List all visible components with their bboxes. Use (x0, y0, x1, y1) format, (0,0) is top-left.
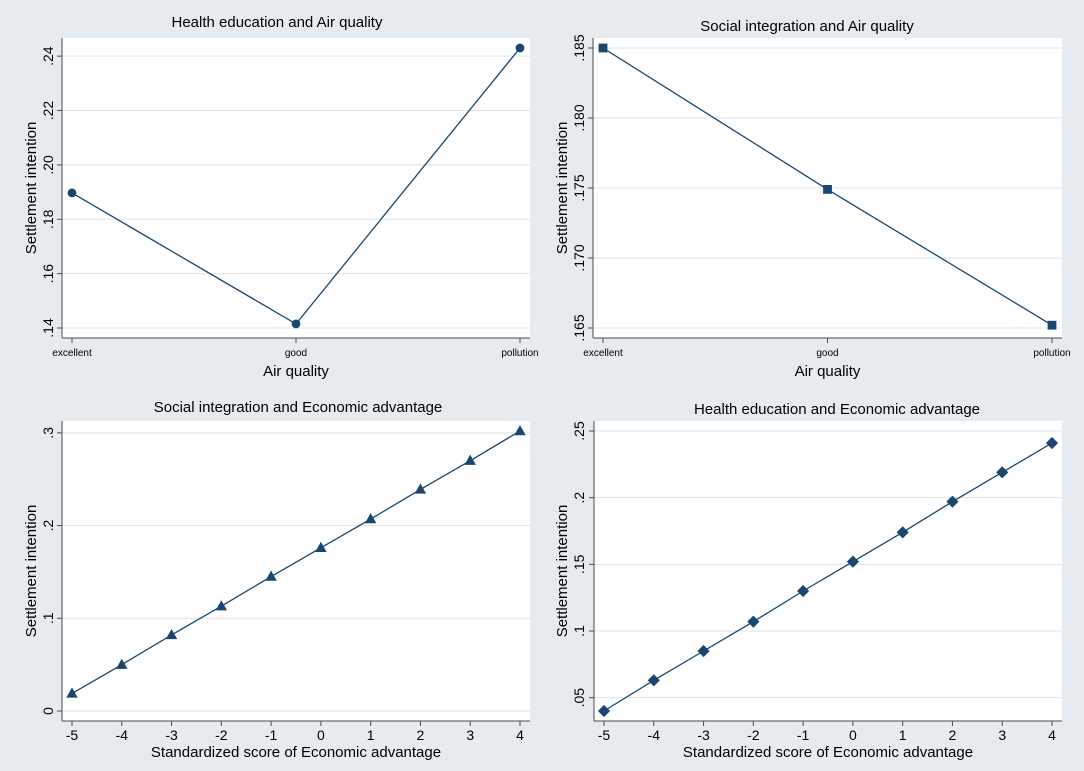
y-tick-label: .14 (40, 318, 56, 338)
x-tick-label: pollution (501, 348, 538, 359)
x-tick-label: 1 (367, 727, 375, 743)
y-axis-title: Settlement intention (23, 122, 40, 255)
y-axis-title: Settlement intention (554, 505, 571, 638)
data-point (747, 615, 760, 628)
y-tick-label: .175 (571, 174, 587, 201)
x-axis-title: Air quality (263, 363, 329, 380)
x-tick-label: -2 (215, 727, 228, 743)
chart-panel: .165 .170 .175 .180 .185 excellent good polluti… (554, 18, 1071, 380)
series-line (603, 442, 1053, 712)
x-tick-label: -2 (747, 727, 760, 743)
x-axis-title: Standardized score of Economic advantage (683, 744, 973, 761)
y-tick-label: .2 (40, 520, 56, 532)
data-point (116, 658, 128, 669)
x-tick-label: 4 (1048, 727, 1056, 743)
y-tick-label: .20 (40, 155, 56, 175)
x-tick-label: pollution (1033, 348, 1070, 359)
y-tick-label: .1 (40, 612, 56, 624)
y-tick-label: .170 (571, 244, 587, 271)
x-tick-label: -3 (697, 727, 710, 743)
data-point (315, 541, 327, 553)
data-point (846, 555, 859, 568)
data-point (597, 704, 611, 718)
chart-title: Social integration and Economic advantag… (154, 399, 443, 416)
data-point (1047, 320, 1057, 330)
y-tick-label: .2 (571, 492, 587, 504)
data-point (215, 600, 228, 611)
chart-panel: .05 .1 .15 .2 .25 -5 -4 -3 -2 -1 0 1 2 3 4 Health educa… (554, 401, 1062, 761)
data-point (598, 43, 608, 53)
y-tick-label: .165 (571, 314, 587, 341)
data-point (514, 424, 526, 436)
y-axis-title: Settlement intention (554, 122, 571, 255)
y-tick-label: 0 (40, 707, 56, 715)
y-axis-title: Settlement intention (23, 505, 40, 638)
x-tick-label: 1 (899, 727, 907, 743)
chart-title: Health education and Air quality (172, 14, 383, 31)
x-tick-label: good (285, 348, 307, 359)
y-tick-label: .18 (40, 209, 56, 229)
y-tick-label: .180 (571, 104, 587, 131)
data-point (291, 319, 301, 329)
data-point (823, 184, 832, 194)
y-tick-label: .1 (571, 625, 587, 637)
data-point (265, 570, 277, 581)
x-tick-label: 0 (849, 727, 857, 743)
chart-panel: .14 .16 .18 .20 .22 .24 excellent good pollution… (23, 14, 539, 380)
data-point (996, 466, 1009, 479)
x-tick-label: 3 (466, 727, 474, 743)
x-tick-label: -1 (265, 727, 278, 743)
data-point (414, 483, 427, 494)
series-line (71, 430, 521, 694)
x-tick-label: -4 (116, 727, 129, 743)
data-point (364, 513, 377, 524)
plot-area (62, 38, 530, 338)
y-tick-label: .15 (571, 554, 587, 574)
x-tick-label: 4 (516, 727, 524, 743)
x-tick-label: excellent (583, 348, 623, 359)
y-tick-label: .25 (571, 421, 587, 441)
data-point (697, 644, 710, 658)
x-tick-label: good (816, 348, 838, 359)
x-tick-label: excellent (52, 348, 92, 359)
chart-panel: 0 .1 .2 .3 -5 -4 -3 -2 -1 0 1 2 3 4 Social integration… (23, 399, 530, 761)
y-tick-label: .05 (571, 688, 587, 708)
x-tick-label: 3 (998, 727, 1006, 743)
y-tick-label: .16 (40, 264, 56, 284)
x-tick-label: -3 (165, 727, 178, 743)
data-point (515, 43, 525, 53)
x-tick-label: -4 (648, 727, 661, 743)
data-point (66, 687, 78, 698)
x-axis-title: Air quality (795, 363, 861, 380)
x-tick-label: 2 (949, 727, 957, 743)
y-tick-label: .22 (40, 101, 56, 121)
data-point (896, 526, 909, 539)
data-point (464, 454, 476, 465)
y-tick-label: .3 (40, 427, 56, 439)
x-axis-title: Standardized score of Economic advantage (151, 744, 441, 761)
data-point (1045, 436, 1059, 450)
data-point (647, 674, 660, 687)
y-tick-label: .24 (40, 46, 56, 66)
x-tick-label: 0 (317, 727, 325, 743)
x-tick-label: -1 (797, 727, 810, 743)
data-point (946, 495, 959, 508)
chart-title: Social integration and Air quality (700, 18, 914, 35)
plot-area (594, 421, 1062, 721)
data-point (165, 628, 178, 640)
data-point (67, 188, 77, 198)
x-tick-label: -5 (598, 727, 611, 743)
chart-title: Health education and Economic advantage (694, 401, 980, 418)
y-tick-label: .185 (571, 34, 587, 61)
data-point (797, 584, 810, 598)
x-tick-label: -5 (66, 727, 79, 743)
x-tick-label: 2 (417, 727, 425, 743)
